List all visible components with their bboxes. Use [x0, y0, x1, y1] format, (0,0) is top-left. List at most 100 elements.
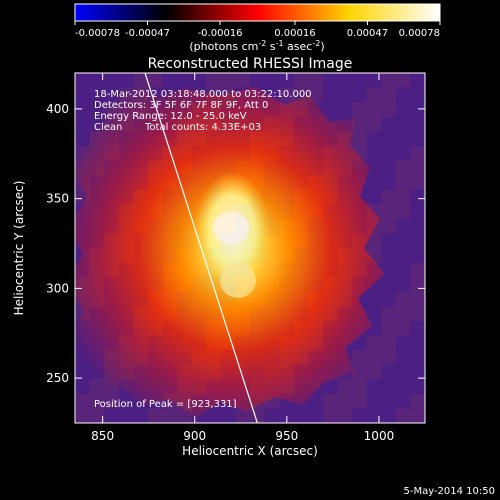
heatmap: [75, 73, 425, 423]
heatmap-pixel: [147, 73, 163, 88]
heatmap-pixel: [250, 160, 265, 176]
heatmap-pixel: [279, 393, 294, 409]
heatmap-pixel: [250, 87, 265, 103]
heatmap-pixel: [337, 204, 353, 220]
heatmap-pixel: [381, 87, 397, 103]
heatmap-pixel: [381, 145, 397, 161]
heatmap-pixel: [366, 116, 382, 132]
heatmap-pixel-overlay: [75, 73, 425, 423]
heatmap-pixel: [322, 306, 338, 322]
heatmap-pixel: [395, 233, 411, 249]
heatmap-pixel: [162, 233, 178, 249]
heatmap-pixel: [104, 218, 119, 234]
heatmap-pixel: [308, 350, 324, 365]
heatmap-pixel: [410, 277, 425, 292]
heatmap-pixel: [89, 277, 105, 292]
heatmap-pixel: [89, 262, 105, 278]
heatmap-pixel: [75, 131, 90, 147]
heatmap-pixel: [75, 306, 90, 322]
heatmap-pixel: [75, 87, 90, 103]
heatmap-pixel: [177, 262, 192, 278]
heatmap-pixel: [235, 204, 251, 220]
heatmap-pixel: [293, 145, 309, 161]
heatmap-pixel: [279, 102, 294, 117]
heatmap-pixel: [366, 350, 382, 365]
heatmap-pixel: [75, 364, 90, 380]
heatmap-pixel: [206, 116, 222, 132]
heatmap-pixel: [410, 320, 425, 336]
heatmap-pixel: [308, 102, 324, 117]
heatmap-pixel: [104, 277, 119, 292]
heatmap-pixel: [264, 175, 280, 190]
heatmap-pixel: [89, 87, 105, 103]
heatmap-pixel: [337, 277, 353, 292]
heatmap-pixel: [89, 248, 105, 263]
heatmap-pixel: [220, 233, 236, 249]
heatmap-pixel: [250, 350, 265, 365]
annotation-detectors: Detectors: 3F 5F 6F 7F 8F 9F, Att 0: [94, 100, 268, 111]
heatmap-pixel: [410, 233, 425, 249]
heatmap-pixel: [395, 204, 411, 220]
heatmap-pixel: [75, 73, 90, 88]
heatmap-pixel: [75, 116, 90, 132]
heatmap-pixel: [395, 116, 411, 132]
heatmap-pixel: [118, 335, 134, 351]
heatmap-pixel: [89, 350, 105, 365]
annotation-total-counts: Total counts: 4.33E+03: [144, 122, 261, 133]
heatmap-pixel: [308, 408, 324, 423]
heatmap-pixel: [250, 364, 265, 380]
heatmap-pixel: [104, 262, 119, 278]
heatmap-pixel: [206, 379, 222, 395]
heatmap-pixel: [337, 393, 353, 409]
heatmap-pixel: [75, 277, 90, 292]
heatmap-pixel: [366, 131, 382, 147]
heatmap-pixel: [235, 393, 251, 409]
annotation-time-range: 18-Mar-2012 03:18:48.000 to 03:22:10.000: [94, 89, 312, 100]
heatmap-pixel: [177, 73, 192, 88]
heatmap-pixel: [118, 393, 134, 409]
heatmap-pixel: [250, 262, 265, 278]
heatmap-pixel: [220, 379, 236, 395]
heatmap-pixel: [293, 204, 309, 220]
heatmap-pixel: [308, 116, 324, 132]
heatmap-pixel: [177, 248, 192, 263]
heatmap-pixel: [352, 291, 367, 307]
heatmap-pixel: [337, 335, 353, 351]
heatmap-pixel: [366, 262, 382, 278]
heatmap-pixel: [89, 73, 105, 88]
heatmap-pixel: [264, 291, 280, 307]
heatmap-pixel: [206, 306, 222, 322]
heatmap-pixel: [177, 233, 192, 249]
heatmap-pixel: [133, 87, 149, 103]
heatmap-pixel: [337, 189, 353, 205]
heatmap-pixel: [352, 364, 367, 380]
heatmap-pixel: [352, 116, 367, 132]
heatmap-pixel: [293, 160, 309, 176]
heatmap-pixel: [133, 335, 149, 351]
heatmap-pixel: [118, 320, 134, 336]
heatmap-pixel: [235, 408, 251, 423]
heatmap-pixel: [395, 335, 411, 351]
flare-core: [213, 212, 249, 244]
heatmap-pixel: [264, 116, 280, 132]
heatmap-pixel: [264, 379, 280, 395]
x-tick-label: 1000: [364, 429, 395, 443]
heatmap-pixel: [162, 291, 178, 307]
heatmap-pixel: [352, 87, 367, 103]
heatmap-pixel: [366, 175, 382, 190]
heatmap-pixel: [162, 189, 178, 205]
heatmap-pixel: [352, 379, 367, 395]
heatmap-pixel: [147, 145, 163, 161]
heatmap-pixel: [322, 204, 338, 220]
heatmap-pixel: [89, 320, 105, 336]
annotation-peak-position: Position of Peak = [923,331]: [94, 399, 237, 410]
heatmap-pixel: [133, 262, 149, 278]
heatmap-pixel: [89, 408, 105, 423]
heatmap-pixel: [162, 175, 178, 190]
heatmap-pixel: [89, 335, 105, 351]
heatmap-pixel: [104, 145, 119, 161]
heatmap-pixel: [410, 248, 425, 263]
heatmap-pixel: [381, 379, 397, 395]
heatmap-pixel: [133, 350, 149, 365]
heatmap-pixel: [206, 102, 222, 117]
